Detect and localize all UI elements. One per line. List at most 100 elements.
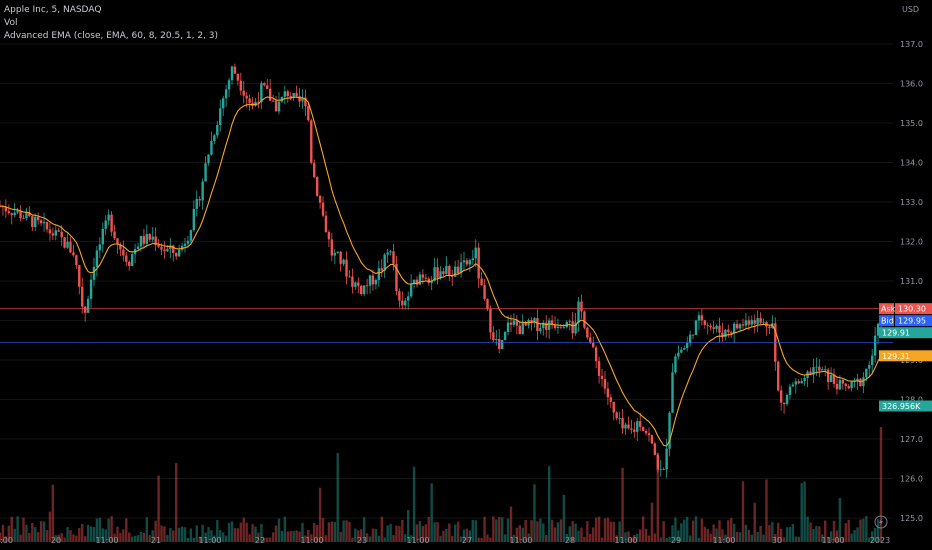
volume-bar — [633, 535, 636, 542]
volume-bar — [685, 516, 689, 542]
volume-bar — [856, 527, 859, 542]
volume-bar — [565, 533, 568, 542]
candle-body — [286, 91, 289, 97]
volume-bar — [245, 522, 248, 542]
candle-body — [665, 448, 668, 470]
candle-body — [25, 212, 28, 219]
ema-line — [0, 96, 882, 447]
candle-body — [36, 216, 40, 221]
volume-bar — [542, 523, 545, 542]
volume-bar — [515, 527, 519, 542]
price-tick-label: 132.0 — [900, 238, 923, 247]
time-axis[interactable]: 1:00 20 11:00 21 11:00 22 11:00 23 11:00 27 11:00 2… — [0, 536, 890, 545]
volume-bar — [665, 537, 668, 542]
candle-body — [512, 320, 516, 325]
volume-bar — [580, 527, 583, 542]
volume-bar — [753, 502, 756, 542]
volume-bar — [747, 529, 751, 542]
volume-bar — [16, 516, 19, 542]
candle-body — [539, 328, 542, 332]
candle-body — [310, 120, 313, 163]
volume-bar — [107, 518, 110, 542]
price-axis[interactable]: 125.0126.0127.0128.0129.0130.0131.0132.0… — [900, 40, 923, 523]
volume-bar — [424, 524, 428, 542]
candle-body — [844, 383, 847, 387]
volume-bar — [653, 533, 657, 542]
volume-bar — [662, 521, 665, 542]
time-tick-label: 21 — [151, 536, 161, 545]
volume-bar — [195, 525, 198, 542]
lightning-icon[interactable] — [874, 515, 888, 529]
candle-body — [362, 285, 366, 295]
candle-body — [656, 454, 660, 470]
candle-body — [404, 300, 407, 306]
volume-bar — [618, 521, 621, 542]
volume-bar — [0, 532, 2, 542]
candle-body — [850, 381, 853, 389]
volume-bar — [186, 537, 190, 542]
candle-body — [847, 386, 850, 389]
volume-bar — [788, 526, 792, 542]
symbol-title[interactable]: Apple Inc, 5, NASDAQ — [4, 5, 102, 15]
volume-bar — [116, 526, 119, 542]
candle-body — [788, 386, 792, 395]
candle-body — [653, 443, 657, 455]
candle-body — [791, 384, 795, 387]
volume-bar — [315, 525, 319, 542]
volume-bar — [395, 525, 398, 542]
candle-body — [809, 371, 812, 375]
volume-bar — [829, 531, 833, 542]
candle-body — [324, 215, 328, 233]
volume-bar — [289, 531, 292, 542]
candle-body — [380, 268, 383, 271]
candle-body — [668, 412, 671, 449]
candle-body — [301, 97, 304, 102]
candle-body — [727, 329, 730, 333]
candle-body — [412, 279, 416, 284]
candle-body — [154, 236, 157, 245]
volume-bar — [51, 484, 55, 542]
volume-bar — [183, 527, 187, 542]
volume-bar — [868, 537, 871, 542]
candle-body — [268, 88, 272, 101]
price-tick-label: 127.0 — [900, 435, 923, 444]
candle-body — [177, 249, 181, 257]
candle-body — [779, 390, 783, 403]
price-tick-label: 131.0 — [900, 277, 923, 286]
candle-body — [862, 377, 865, 387]
candle-body — [592, 342, 595, 348]
candle-body — [398, 291, 401, 301]
candle-body — [753, 320, 756, 324]
volume-bar — [636, 533, 639, 542]
candle-body — [160, 246, 163, 250]
ema-indicator-label[interactable]: Advanced EMA (close, EMA, 60, 8, 20.5, 1… — [4, 31, 219, 41]
volume-bar — [650, 502, 654, 542]
candle-body — [818, 366, 821, 371]
volume-bar — [25, 524, 28, 542]
candle-body — [116, 238, 119, 245]
volume-indicator-label[interactable]: Vol — [4, 18, 18, 28]
volume-bar — [774, 534, 777, 542]
candle-body — [677, 352, 680, 357]
price-badge-value: 129.91 — [882, 329, 910, 338]
candle-body — [130, 254, 134, 266]
candle-body — [75, 255, 78, 266]
volume-bar — [735, 531, 739, 542]
candle-body — [304, 97, 307, 107]
volume-bar — [876, 519, 880, 542]
candle-body — [797, 381, 800, 384]
volume-bar — [439, 535, 442, 542]
volume-bar — [459, 536, 463, 542]
candle-body — [10, 213, 13, 216]
candle-body — [107, 214, 110, 221]
candle-body — [169, 245, 172, 249]
volume-bar — [336, 452, 339, 542]
candle-body — [51, 233, 55, 236]
time-tick-label: 11:00 — [198, 536, 221, 545]
candle-body — [54, 230, 57, 236]
candle-body — [72, 252, 75, 256]
candle-body — [794, 381, 798, 385]
candle-body — [688, 334, 692, 344]
candle-body — [48, 229, 52, 234]
